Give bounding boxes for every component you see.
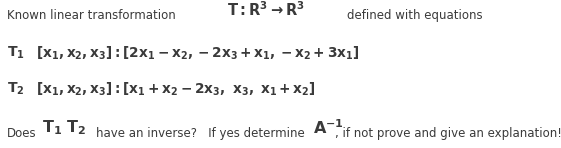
- Text: $\mathbf{T_1\ T_2}$: $\mathbf{T_1\ T_2}$: [42, 119, 86, 137]
- Text: $\mathbf{T_1}$: $\mathbf{T_1}$: [7, 45, 25, 61]
- Text: Known linear transformation: Known linear transformation: [7, 9, 176, 22]
- Text: $\mathbf{[x_1, x_2, x_3] : [x_1 + x_2 - 2x_3,\ x_3,\ x_1+x_2]}$: $\mathbf{[x_1, x_2, x_3] : [x_1 + x_2 - …: [36, 80, 316, 98]
- Text: Does: Does: [7, 127, 36, 140]
- Text: , if not prove and give an explanation!: , if not prove and give an explanation!: [335, 127, 561, 140]
- Text: $\mathbf{T: R^3 \rightarrow R^3}$: $\mathbf{T: R^3 \rightarrow R^3}$: [227, 0, 305, 19]
- Text: have an inverse?   If yes determine: have an inverse? If yes determine: [96, 127, 305, 140]
- Text: $\mathbf{A^{-1}}$: $\mathbf{A^{-1}}$: [313, 119, 344, 137]
- Text: $\mathbf{T_2}$: $\mathbf{T_2}$: [7, 81, 24, 97]
- Text: $\mathbf{[x_1, x_2, x_3]: [2x_1 - x_2, -2x_3 + x_1, -x_2+3x_1]}$: $\mathbf{[x_1, x_2, x_3]: [2x_1 - x_2, -…: [36, 45, 360, 62]
- Text: defined with equations: defined with equations: [347, 9, 482, 22]
